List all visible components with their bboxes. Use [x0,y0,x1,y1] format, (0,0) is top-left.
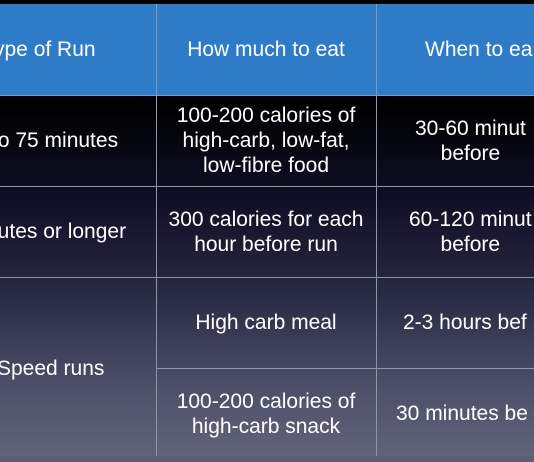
row2-when: 60-120 minut before [409,207,532,256]
top-edge [0,0,534,4]
row1-when: 30-60 minut before [415,116,526,165]
speed-runs-type: Speed runs [0,356,105,380]
header-when-to-eat: When to ea [425,38,533,61]
speed-row1-when: 2-3 hours bef [403,311,527,334]
row2-type: nutes or longer [0,220,127,243]
table-header-row [0,4,534,96]
grid-hline-3 [156,368,534,369]
row2-how-much: 300 calories for each hour before run [168,207,364,256]
speed-row2-how-much: 100-200 calories of high-carb snack [176,389,356,438]
row1-type: to 75 minutes [0,129,119,152]
speed-row2-when: 30 minutes be [396,402,528,425]
grid-vline-1 [156,4,157,459]
bottom-edge [0,456,534,462]
header-how-much-to-eat: How much to eat [187,38,345,61]
grid-hline-2 [0,277,534,278]
row1-how-much: 100-200 calories of high-carb, low-fat, … [176,104,356,177]
speed-row1-how-much: High carb meal [195,311,337,334]
grid-vline-2 [376,4,377,459]
grid-hline-1 [0,186,534,187]
header-type-of-run: ype of Run [0,38,96,61]
